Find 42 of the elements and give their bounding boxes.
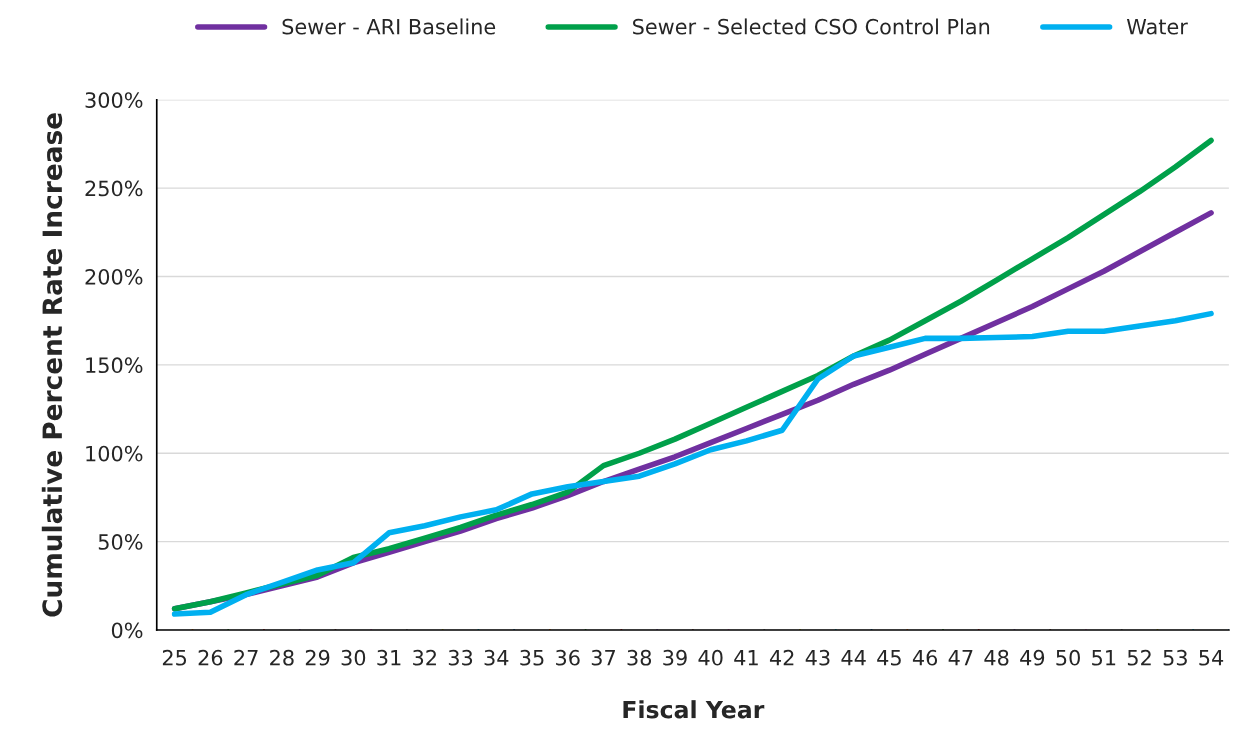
x-tick-label: 47: [948, 650, 973, 666]
x-tick-label: 35: [520, 649, 544, 666]
y-tick-label: 100%: [86, 445, 143, 462]
x-tick-label: 30: [341, 649, 366, 666]
x-tick-label: 51: [1092, 650, 1116, 666]
x-tick-label: 25: [162, 649, 187, 666]
legend-label: Sewer - Selected CSO Control Plan: [633, 18, 990, 35]
x-tick-label: 28: [270, 649, 294, 666]
x-tick-label: 42: [769, 649, 794, 666]
x-tick-label: 44: [841, 650, 866, 666]
x-tick-label: 39: [663, 649, 687, 666]
y-axis-title: Cumulative Percent Rate Increase: [41, 113, 63, 617]
x-axis-title: Fiscal Year: [623, 700, 765, 719]
x-tick-label: 31: [377, 649, 401, 666]
x-tick-label: 36: [556, 649, 580, 666]
x-tick-label: 26: [198, 649, 223, 666]
x-tick-label: 27: [234, 649, 258, 666]
x-tick-label: 34: [484, 649, 509, 666]
x-tick-label: 52: [1127, 649, 1151, 666]
x-tick-label: 37: [591, 649, 615, 666]
x-tick-label: 53: [1163, 649, 1187, 666]
legend-label: Water: [1126, 19, 1188, 35]
x-tick-label: 54: [1199, 650, 1224, 666]
x-tick-label: 40: [698, 649, 723, 666]
x-tick-label: 45: [877, 650, 901, 666]
x-tick-label: 46: [912, 649, 938, 666]
x-tick-label: 32: [413, 649, 436, 666]
y-tick-label: 50%: [98, 534, 143, 550]
x-tick-label: 38: [627, 649, 652, 666]
y-tick-label: 200%: [85, 268, 143, 285]
x-tick-label: 50: [1056, 649, 1080, 666]
x-tick-label: 29: [305, 649, 330, 666]
y-tick-label: 0%: [111, 622, 143, 639]
y-tick-label: 300%: [85, 92, 143, 108]
x-tick-label: 41: [734, 650, 758, 666]
legend-label: Sewer - ARI Baseline: [282, 18, 496, 35]
x-tick-label: 33: [448, 649, 473, 666]
y-tick-label: 150%: [86, 357, 143, 374]
x-tick-label: 43: [805, 649, 830, 666]
y-tick-label: 250%: [85, 180, 143, 197]
x-tick-label: 48: [984, 649, 1009, 666]
x-tick-label: 49: [1020, 649, 1045, 666]
